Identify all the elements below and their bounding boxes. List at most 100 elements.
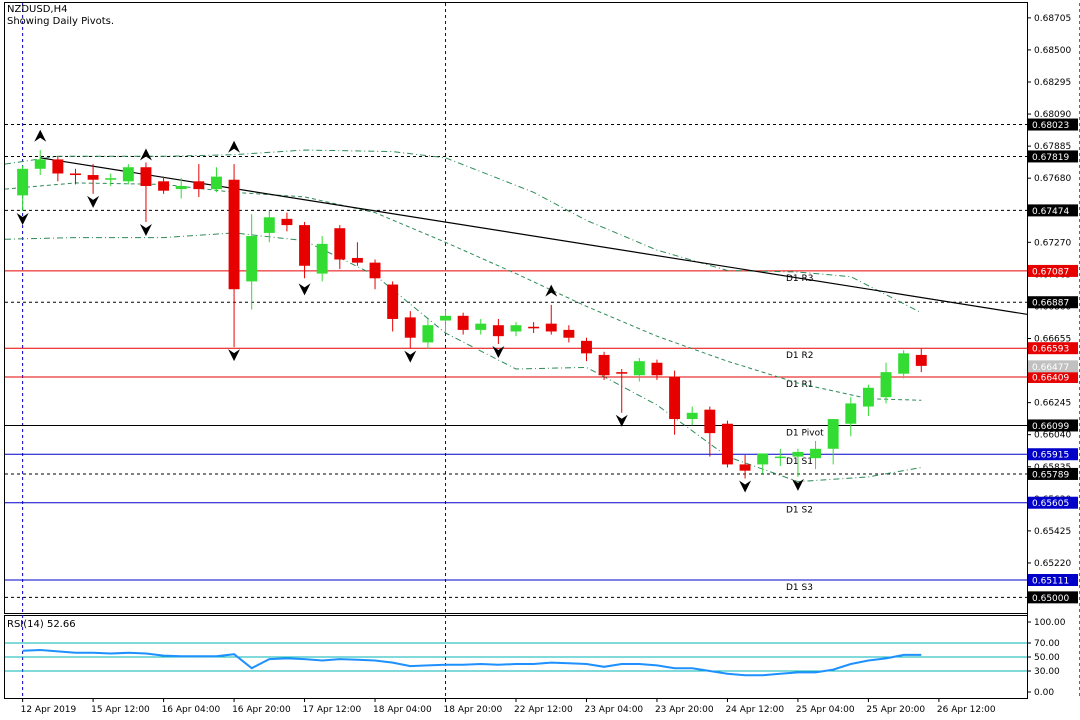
- trendline: [40, 157, 1028, 315]
- fractal-down-arrow: [492, 345, 505, 358]
- price-tick-label: 0.68705: [1034, 14, 1071, 24]
- bearish-candle: [598, 354, 610, 376]
- lower-band-line: [4, 232, 922, 483]
- price-tick-label: 0.65425: [1034, 527, 1071, 537]
- fractal-arrows: [16, 129, 804, 493]
- time-axis-labels: 12 Apr 2019 15 Apr 12:00 16 Apr 04:00 16 Ap…: [21, 698, 996, 715]
- price-tick-label: 0.67885: [1034, 142, 1071, 152]
- rsi-tick-label: 50.00: [1034, 653, 1060, 663]
- fractal-up-arrow: [545, 284, 558, 297]
- envelope-bands: [4, 149, 922, 483]
- price-tick-label: 0.67270: [1034, 238, 1071, 248]
- time-tick-label: 18 Apr 04:00: [373, 705, 432, 715]
- price-tick-label: 0.68500: [1034, 46, 1071, 56]
- bullish-candle: [246, 236, 258, 282]
- bullish-candle: [17, 168, 29, 196]
- upper-band-line: [4, 149, 922, 314]
- bearish-candle: [299, 225, 311, 266]
- dashed-level-tag: 0.67474: [1032, 207, 1069, 217]
- bullish-candle: [475, 323, 487, 330]
- bearish-candle: [721, 423, 733, 465]
- dashed-level-tag: 0.65000: [1032, 594, 1069, 604]
- fractal-down-arrow: [791, 478, 804, 491]
- fractal-down-arrow: [298, 283, 311, 296]
- pivot-level-label: D1 Pivot: [786, 428, 824, 438]
- pivot-level-tag: 0.65915: [1032, 451, 1069, 461]
- bearish-candle: [334, 228, 346, 260]
- pivot-levels: D1 R3 D1 R2 D1 R1 D1 Pivot D1 S1 D1 S2 D1 S3: [5, 270, 1027, 593]
- bearish-candle: [369, 262, 381, 279]
- bearish-candle: [193, 181, 205, 190]
- main-chart-frame: [4, 2, 1028, 614]
- price-tick-label: 0.65835: [1034, 463, 1071, 473]
- bearish-candle: [704, 409, 716, 434]
- bullish-candle: [440, 315, 451, 321]
- bullish-candle: [792, 451, 804, 457]
- bearish-candle: [281, 218, 293, 226]
- bearish-candle: [669, 376, 681, 420]
- bearish-candle: [87, 175, 99, 180]
- fractal-down-arrow: [739, 480, 752, 493]
- rsi-label: RSI(14) 52.66: [7, 619, 76, 630]
- pivot-level-tag-bg: [1028, 264, 1078, 277]
- bearish-candle: [52, 159, 64, 174]
- bullish-candle: [898, 353, 910, 374]
- chart-subtitle: Showing Daily Pivots.: [7, 16, 114, 27]
- bullish-candle: [34, 159, 46, 169]
- time-tick-label: 24 Apr 12:00: [725, 705, 784, 715]
- bearish-candle: [404, 317, 416, 338]
- bearish-candle: [563, 329, 575, 338]
- fractal-down-arrow: [615, 414, 628, 427]
- bullish-candle: [774, 456, 786, 459]
- price-tick-label: 0.67680: [1034, 174, 1071, 184]
- pivot-level-tag-bg: [1028, 496, 1078, 509]
- pivot-level-label: D1 S3: [786, 583, 813, 593]
- dashed-level-tag-bg: [1028, 150, 1078, 163]
- bullish-candle: [175, 186, 187, 190]
- pivot-level-tag: 0.67087: [1032, 267, 1069, 277]
- bullish-candle: [633, 361, 645, 376]
- rsi-tick-label: 0.00: [1034, 688, 1054, 698]
- dashed-level-tag-bg: [1028, 591, 1078, 604]
- time-tick-label: 26 Apr 12:00: [937, 705, 996, 715]
- time-tick-label: 22 Apr 12:00: [514, 705, 573, 715]
- trendline-line: [40, 157, 1028, 315]
- fractal-down-arrow: [139, 223, 152, 236]
- rsi-tick-label: 30.00: [1034, 667, 1060, 677]
- bullish-candle: [757, 453, 769, 465]
- pivot-level-tag: 0.66409: [1032, 373, 1069, 383]
- chart-title: NZDUSD,H4: [7, 4, 67, 15]
- bullish-candle: [880, 372, 892, 398]
- dashed-level-tag: 0.67819: [1032, 153, 1069, 163]
- bullish-candle: [422, 325, 434, 343]
- dashed-level-tag: 0.66887: [1032, 299, 1069, 309]
- bullish-candle: [686, 412, 698, 420]
- pivot-level-tag: 0.65605: [1032, 499, 1069, 509]
- bearish-candle: [739, 464, 751, 471]
- bearish-candle: [387, 284, 399, 319]
- time-tick-label: 16 Apr 04:00: [162, 705, 221, 715]
- rsi-line: [22, 648, 922, 677]
- price-tick-label: 0.65220: [1034, 559, 1071, 569]
- dashed-level-tag-bg: [1028, 296, 1078, 309]
- bullish-candle: [510, 325, 522, 332]
- time-tick-label: 25 Apr 20:00: [866, 705, 925, 715]
- bullish-candle: [263, 217, 275, 233]
- price-axis-tags: 0.68023 0.67819 0.67474 0.66887 0.65789 0.650…: [1028, 118, 1078, 604]
- pivot-level-tag-bg: [1028, 573, 1078, 586]
- bullish-candle: [810, 448, 822, 459]
- fractal-up-arrow: [34, 129, 47, 142]
- candles: [17, 150, 927, 479]
- dashed-level-tag-bg: [1028, 118, 1078, 131]
- bearish-candle: [457, 315, 469, 330]
- pivot-level-tag-bg: [1028, 448, 1078, 461]
- fractal-down-arrow: [228, 349, 241, 362]
- middle-band-line: [4, 182, 922, 401]
- rsi-panel: 100.00 70.00 50.00 30.00 0.00: [5, 618, 1066, 698]
- dashed-level-tag-bg: [1028, 204, 1078, 217]
- bearish-candle: [140, 167, 152, 186]
- pivot-level-label: D1 S2: [786, 506, 813, 516]
- time-tick-label: 16 Apr 20:00: [232, 705, 291, 715]
- time-tick-label: 15 Apr 12:00: [91, 705, 150, 715]
